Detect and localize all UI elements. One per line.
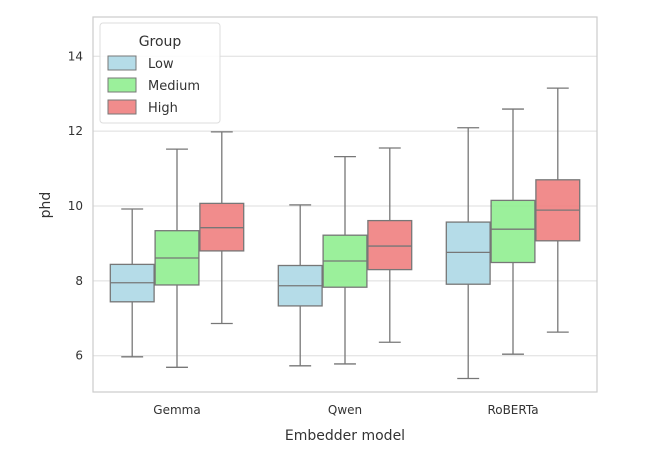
y-tick-label: 10 xyxy=(68,199,83,213)
box-medium-roberta xyxy=(490,108,536,355)
y-tick-label: 6 xyxy=(75,349,83,363)
box-low-roberta xyxy=(445,127,491,380)
x-tick-label: Gemma xyxy=(153,403,200,417)
box-medium-qwen xyxy=(322,155,368,365)
plot-frame xyxy=(92,16,598,393)
box-medium-gemma xyxy=(154,148,200,368)
legend-frame xyxy=(99,22,221,124)
x-tick-label: Qwen xyxy=(328,403,362,417)
boxes xyxy=(109,87,581,380)
legend-label: Low xyxy=(148,57,174,72)
box-high-roberta xyxy=(535,87,581,333)
box-low-qwen xyxy=(277,204,323,367)
legend: Group Low Medium High xyxy=(99,22,221,124)
legend-label: High xyxy=(148,101,178,116)
box-body xyxy=(445,221,491,285)
x-tick-label: RoBERTa xyxy=(487,403,538,417)
x-tick-labels: Gemma Qwen RoBERTa xyxy=(153,403,538,417)
y-tick-labels: 6 8 10 12 14 xyxy=(68,49,83,362)
legend-label: Medium xyxy=(148,79,200,94)
legend-swatch xyxy=(107,99,137,115)
x-axis-label: Embedder model xyxy=(285,428,405,444)
legend-swatch xyxy=(107,77,137,93)
y-tick-label: 8 xyxy=(75,274,83,288)
y-tick-label: 14 xyxy=(68,49,83,63)
y-tick-label: 12 xyxy=(68,124,83,138)
y-axis-label: phd xyxy=(38,192,54,219)
box-low-gemma xyxy=(109,208,155,358)
box-body xyxy=(367,219,413,271)
box-body xyxy=(490,199,536,264)
legend-title: Group xyxy=(139,34,182,50)
box-high-qwen xyxy=(367,147,413,343)
box-high-gemma xyxy=(199,131,245,325)
legend-swatch xyxy=(107,55,137,71)
